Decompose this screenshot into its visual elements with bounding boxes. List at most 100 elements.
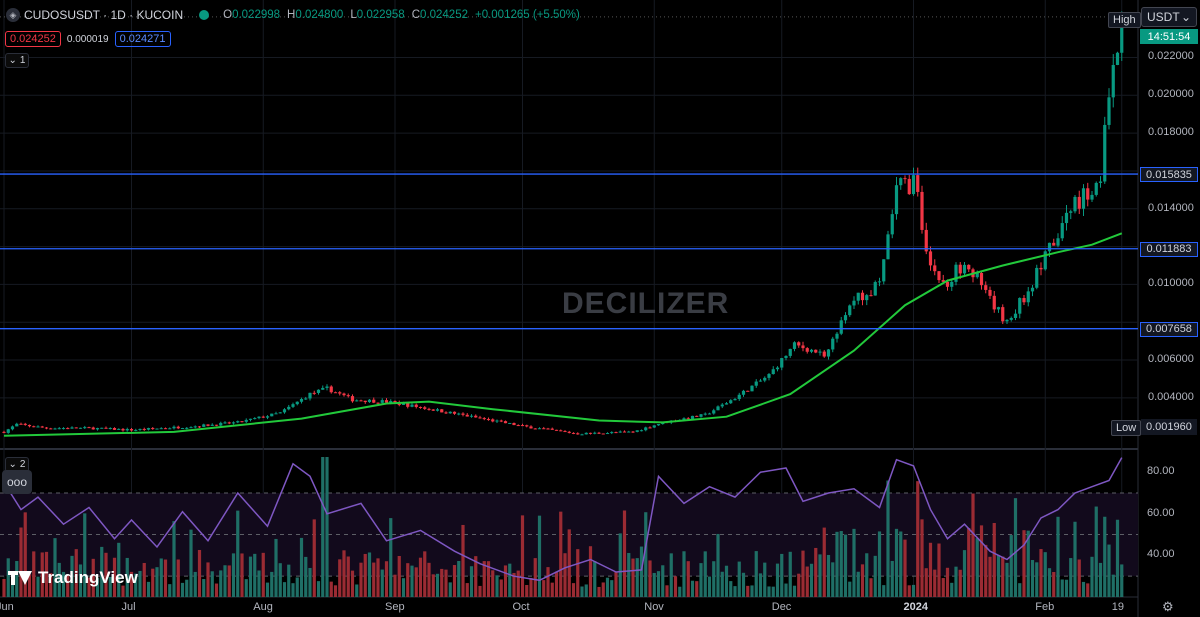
candle-body (104, 427, 108, 429)
candle-body (924, 229, 928, 252)
volume-bar (372, 562, 376, 597)
candle-body (886, 234, 890, 260)
volume-bar (678, 586, 682, 597)
currency-select[interactable]: USDT ⌄ (1141, 7, 1197, 27)
candle-body (941, 280, 945, 282)
candle-body (741, 390, 746, 395)
change-value: +0.001265 (+5.50%) (474, 9, 580, 21)
volume-bar (346, 556, 350, 597)
candle-body (763, 377, 767, 381)
candle-body (478, 417, 482, 419)
candle-body (1001, 307, 1005, 322)
settings-icon[interactable]: ⚙ (1162, 599, 1174, 614)
volume-bar (1043, 552, 1047, 597)
volume-bar (661, 565, 665, 597)
chart-header: ◈ CUDOSUSDT · 1D · KUCOIN O0.022998 H0.0… (0, 0, 1138, 30)
candle-body (57, 428, 61, 430)
candle-body (168, 428, 172, 430)
volume-bar (699, 563, 703, 597)
candle-body (299, 399, 304, 402)
price-axis-label: 0.018000 (1148, 126, 1194, 139)
candle-body (440, 409, 444, 413)
candle-body (185, 427, 189, 429)
volume-bar (321, 457, 325, 597)
volume-bar (53, 538, 57, 597)
candle-body (180, 428, 185, 430)
volume-bar (720, 571, 724, 597)
candle-body (91, 427, 95, 430)
candle-body (1073, 196, 1077, 212)
volume-bar (6, 558, 10, 597)
candle-body (333, 392, 338, 394)
volume-bar (197, 549, 202, 597)
candle-body (342, 393, 346, 396)
sell-button[interactable]: 0.024252 (5, 31, 61, 47)
volume-bar (873, 555, 877, 597)
volume-bar (984, 544, 988, 597)
candle-body (414, 404, 418, 407)
candle-body (1077, 196, 1081, 209)
volume-bar (367, 552, 372, 597)
candle-body (253, 418, 257, 420)
candle-body (1030, 287, 1035, 292)
candle-body (40, 426, 44, 428)
volume-bar (571, 583, 576, 597)
candle-body (644, 427, 648, 431)
candle-body (1094, 182, 1098, 195)
candle-body (66, 428, 70, 430)
volume-bar (299, 537, 304, 597)
volume-bar (414, 567, 418, 597)
volume-bar (457, 560, 461, 597)
candle-body (508, 422, 512, 424)
volume-bar (159, 558, 163, 597)
volume-bar (686, 561, 690, 597)
volume-bar (962, 550, 967, 597)
candle-body (818, 351, 822, 353)
volume-bar (1090, 556, 1094, 597)
volume-bar (227, 565, 231, 597)
candle-body (202, 424, 206, 427)
candle-body (117, 428, 121, 430)
volume-bar (308, 567, 312, 597)
symbol-title[interactable]: CUDOSUSDT · 1D · KUCOIN (24, 8, 184, 22)
volume-bar (117, 542, 121, 597)
volume-bar (423, 551, 427, 597)
volume-bar (214, 583, 219, 597)
candle-body (134, 429, 138, 431)
candle-body (457, 413, 461, 415)
time-axis-label: Oct (512, 601, 530, 613)
candle-body (380, 400, 384, 403)
candle-body (937, 271, 941, 281)
volume-bars (2, 457, 1124, 597)
volume-bar (733, 586, 737, 597)
candle-body (788, 348, 792, 356)
candle-body (74, 427, 78, 429)
candle-body (954, 264, 958, 282)
tradingview-logo[interactable]: TradingView (8, 568, 138, 588)
candle-body (406, 403, 410, 407)
price-axis-label: 0.006000 (1148, 353, 1194, 366)
candle-body (996, 307, 1001, 310)
volume-bar (894, 528, 899, 597)
volume-bar (673, 576, 678, 597)
volume-bar (584, 584, 588, 597)
volume-bar (465, 583, 469, 597)
candle-body (176, 426, 180, 429)
candle-body (291, 404, 295, 407)
candle-body (682, 418, 686, 420)
volume-bar (491, 570, 495, 597)
candle-body (87, 427, 91, 429)
more-options-button[interactable]: ooo (2, 470, 32, 494)
volume-bar (512, 572, 516, 597)
candle-body (979, 272, 984, 286)
candle-body (15, 423, 19, 427)
candle-body (112, 427, 117, 430)
pane1-collapse-button[interactable]: ⌄ 1 (5, 53, 29, 68)
candle-body (172, 426, 176, 429)
buy-button[interactable]: 0.024271 (114, 31, 171, 47)
volume-bar (168, 584, 172, 597)
candle-body (129, 429, 134, 431)
candle-body (601, 433, 605, 435)
volume-bar (644, 512, 648, 597)
